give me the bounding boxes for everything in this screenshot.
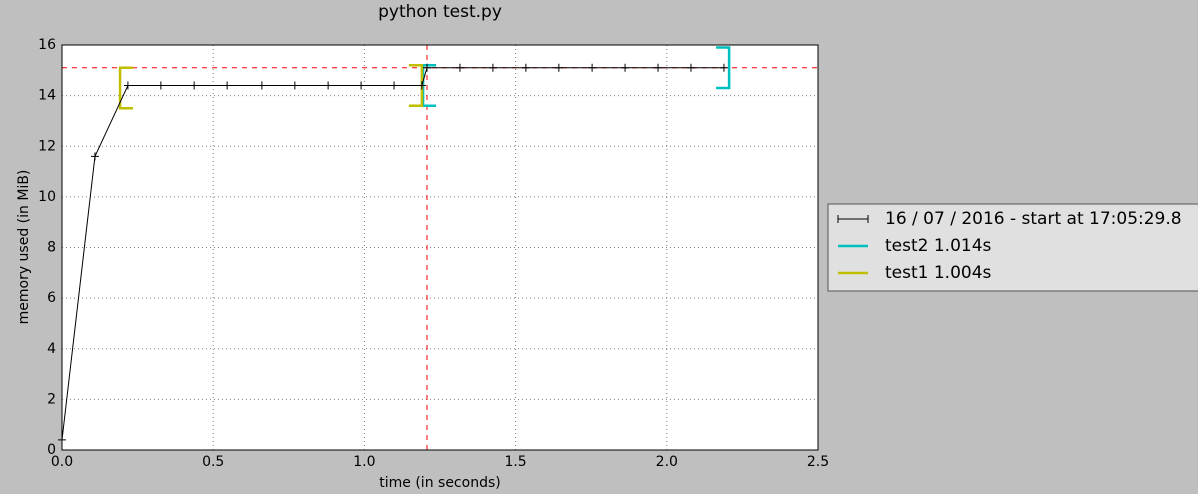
marker (621, 63, 630, 72)
plot-frame (61, 44, 819, 451)
legend-label: test1 1.004s (885, 263, 992, 283)
marker (190, 81, 199, 90)
x-tick-label: 1.5 (504, 454, 526, 470)
y-tick-label: 16 (38, 37, 56, 53)
chart-title: python test.py (378, 2, 502, 22)
marker (488, 63, 497, 72)
marker (290, 81, 299, 90)
y-axis-label: memory used (in MiB) (16, 170, 32, 325)
y-tick-label: 4 (47, 341, 56, 357)
marker (686, 63, 695, 72)
marker (588, 63, 597, 72)
marker (123, 81, 132, 90)
y-tick-label: 8 (47, 240, 56, 256)
legend-label: test2 1.014s (885, 236, 992, 256)
legend (827, 203, 1198, 292)
legend-label: 16 / 07 / 2016 - start at 17:05:29.8 (885, 209, 1182, 229)
marker (455, 63, 464, 72)
marker (719, 63, 728, 72)
marker (417, 81, 426, 90)
marker (156, 81, 165, 90)
plot-area (62, 45, 818, 450)
y-tick-label: 14 (38, 88, 56, 104)
marker (90, 152, 99, 161)
y-tick-label: 12 (38, 138, 56, 154)
x-tick-label: 2.5 (807, 454, 829, 470)
marker (357, 81, 366, 90)
y-tick-label: 0 (47, 442, 56, 458)
x-axis-label: time (in seconds) (379, 475, 500, 491)
y-tick-label: 2 (47, 391, 56, 407)
y-tick-label: 6 (47, 290, 56, 306)
bracket (118, 66, 134, 110)
marker (521, 63, 530, 72)
x-tick-label: 2.0 (656, 454, 678, 470)
marker (422, 63, 431, 72)
marker (257, 81, 266, 90)
y-tick-label: 10 (38, 189, 56, 205)
marker (554, 63, 563, 72)
x-tick-label: 0.5 (202, 454, 224, 470)
bracket (716, 46, 731, 90)
marker (654, 63, 663, 72)
marker (223, 81, 232, 90)
marker (390, 81, 399, 90)
marker (324, 81, 333, 90)
x-tick-label: 1.0 (353, 454, 375, 470)
line (61, 67, 724, 440)
x-tick-label: 0.0 (51, 454, 73, 470)
